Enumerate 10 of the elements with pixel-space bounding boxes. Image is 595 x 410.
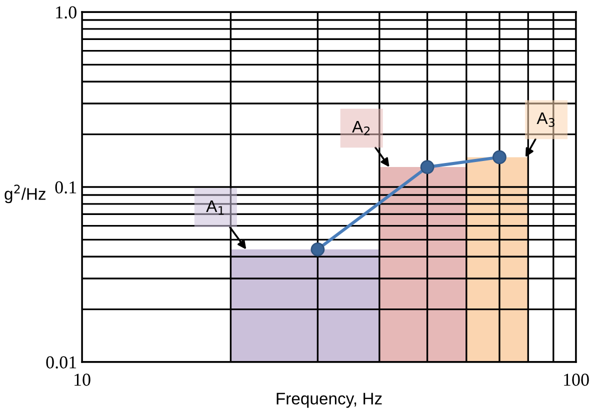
y-tick-label: 0.1	[55, 181, 76, 194]
y-tick-label: 0.01	[46, 356, 76, 369]
annotation: A$_{1}$	[206, 200, 224, 215]
x-tick-label: 100	[564, 374, 589, 386]
annotation: A$_{2}$	[352, 120, 370, 136]
annotation: A$_{3}$	[536, 112, 554, 127]
y-tick-label: 1.0	[56, 6, 76, 19]
x-axis-title: Frequency, Hz	[276, 392, 382, 408]
x-tick-label: 10	[74, 374, 90, 386]
y-axis-title: g$^{2}$/Hz	[4, 184, 46, 204]
